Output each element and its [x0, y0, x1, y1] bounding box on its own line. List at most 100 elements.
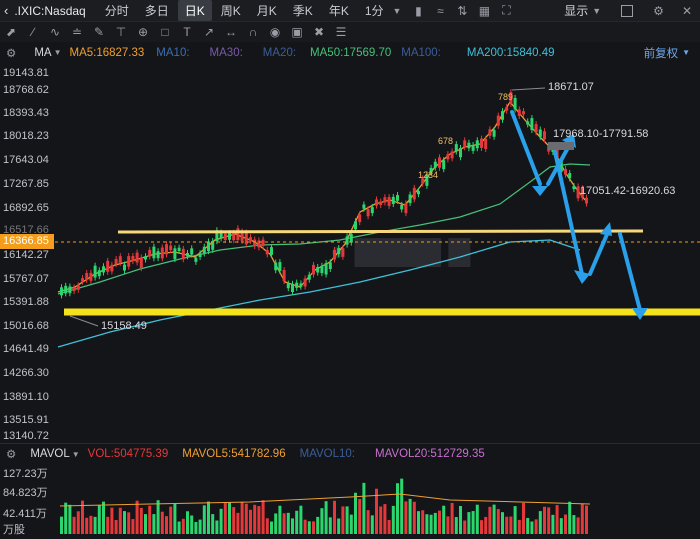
trash-icon[interactable]: ✖: [313, 25, 325, 39]
measure-icon[interactable]: ⊕: [137, 25, 149, 39]
candle: [496, 115, 500, 126]
candle: [106, 260, 110, 272]
display-chevron-icon[interactable]: ▼: [592, 5, 602, 16]
fib-icon[interactable]: ⊤: [115, 25, 127, 39]
candle: [526, 121, 530, 125]
tab-period-1[interactable]: 分时: [104, 4, 129, 18]
eye-icon[interactable]: ◉: [269, 25, 281, 39]
sequence-top: 789: [498, 92, 514, 102]
volume-bar: [211, 514, 215, 534]
polyline-icon[interactable]: ∿: [49, 25, 61, 39]
candle: [257, 240, 261, 248]
tab-period-3[interactable]: 日K: [177, 0, 212, 21]
settings-small-icon[interactable]: ⚙: [6, 47, 17, 60]
volume-bar: [72, 516, 76, 534]
tab-period-6[interactable]: 季K: [292, 4, 313, 18]
volume-bar: [408, 498, 412, 534]
checkbox-icon[interactable]: [621, 4, 634, 17]
tab-period-5[interactable]: 月K: [256, 4, 277, 18]
candle-group: [60, 89, 588, 299]
cursor-icon[interactable]: ⬈: [5, 25, 17, 39]
trendline-icon[interactable]: ∕: [31, 25, 34, 39]
sequence-mid: 678: [438, 136, 454, 146]
tab-period-4[interactable]: 周K: [220, 4, 241, 18]
volume-bar: [148, 505, 152, 534]
candlestick-chart[interactable]: ● ▇▇▇▇ ▇: [0, 62, 700, 444]
vol-value: VOL:504775.39: [87, 448, 169, 460]
adjust-chevron-icon[interactable]: ▼: [682, 48, 690, 57]
tab-period-7[interactable]: 年K: [328, 4, 349, 18]
candle: [576, 186, 580, 199]
range-marker: [548, 142, 574, 150]
rect-icon[interactable]: □: [161, 25, 169, 39]
settings-small-icon[interactable]: ⚙: [6, 449, 17, 461]
candle: [291, 283, 294, 292]
mavol-label[interactable]: MAVOL: [30, 448, 70, 460]
text-icon[interactable]: T: [183, 25, 191, 39]
symbol-title[interactable]: .IXIC:Nasdaq: [14, 3, 86, 18]
price-tick: 16142.27: [3, 249, 49, 261]
tab-period-2[interactable]: 多日: [144, 4, 169, 18]
pen-icon[interactable]: ✎: [93, 25, 105, 39]
fullscreen-icon[interactable]: ⛶: [502, 3, 511, 17]
lock-icon[interactable]: ▣: [291, 25, 303, 39]
candle: [232, 232, 236, 241]
candle: [156, 251, 160, 259]
ma200-line: [57, 239, 581, 348]
candle: [517, 109, 521, 116]
candle: [568, 173, 572, 179]
arrow-icon[interactable]: ↗: [203, 25, 215, 39]
candle: [387, 197, 391, 206]
settings-icon[interactable]: ⚙: [653, 3, 664, 18]
channel-icon[interactable]: ≐: [71, 25, 83, 39]
candle: [509, 92, 513, 104]
candle: [488, 129, 492, 136]
candle: [337, 248, 341, 255]
volume-bar: [471, 511, 475, 534]
chevron-down-icon[interactable]: ▼: [392, 5, 402, 16]
volume-bar: [446, 516, 450, 534]
volume-bar: [139, 507, 143, 534]
grid-icon[interactable]: ▦: [478, 3, 491, 18]
ruler-icon[interactable]: ↔: [225, 25, 237, 39]
candle: [467, 142, 471, 149]
candle: [324, 262, 328, 275]
candle: [341, 248, 345, 257]
candle: [211, 241, 215, 250]
ma-label[interactable]: MA: [34, 46, 52, 59]
tab-period-8[interactable]: 1分: [364, 4, 384, 18]
magnet-icon[interactable]: ∩: [248, 25, 258, 39]
back-icon[interactable]: ‹: [4, 3, 9, 18]
volume-bar: [450, 502, 454, 534]
candle: [307, 274, 311, 280]
volume-chart[interactable]: [0, 464, 700, 539]
volume-bar: [244, 503, 248, 534]
price-tick: 18393.43: [3, 107, 49, 119]
candle: [522, 111, 525, 115]
range2-annotation: 17051.42-16920.63: [580, 185, 676, 197]
arrow-path-4: [588, 230, 610, 276]
arrowhead-4: [600, 222, 612, 236]
candle: [286, 283, 290, 289]
volume-bar: [135, 500, 139, 534]
price-tick: 13140.72: [3, 430, 49, 442]
close-icon[interactable]: ✕: [681, 3, 692, 18]
price-tick: 15767.07: [3, 273, 49, 285]
volume-bar: [232, 507, 236, 534]
volume-bar: [257, 506, 261, 534]
vol-tick: 42.411万: [3, 508, 47, 520]
display-menu[interactable]: 显示: [564, 4, 589, 18]
candle-type-icon[interactable]: ▮: [415, 3, 422, 18]
candle: [274, 262, 278, 271]
candle: [169, 245, 173, 251]
ma-chevron-icon[interactable]: ▼: [53, 48, 62, 57]
volume-bar: [97, 504, 101, 534]
compare-icon[interactable]: ⇅: [457, 3, 468, 18]
indicator-icon[interactable]: ≈: [437, 3, 444, 18]
adjust-menu[interactable]: 前复权: [643, 47, 679, 60]
layers-icon[interactable]: ☰: [335, 25, 347, 39]
resistance-line: [117, 229, 644, 234]
volume-bar: [337, 518, 341, 534]
candle: [362, 204, 366, 209]
mavol-chevron-icon[interactable]: ▼: [71, 449, 80, 459]
